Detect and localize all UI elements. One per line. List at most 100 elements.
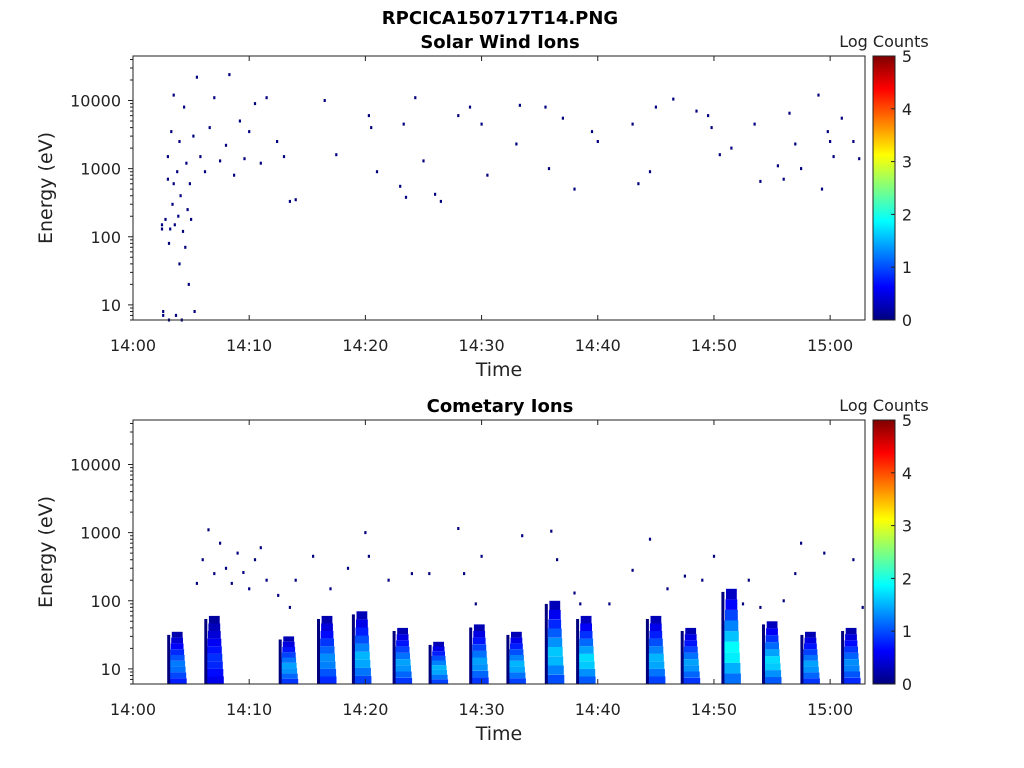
x-tick-label: 14:20 bbox=[342, 700, 388, 719]
burst-cell bbox=[394, 659, 411, 666]
data-pixel bbox=[288, 605, 291, 609]
figure-title: RPCICA150717T14.PNG bbox=[382, 8, 618, 29]
data-pixel bbox=[193, 310, 196, 313]
data-pixel bbox=[219, 541, 222, 545]
data-pixel bbox=[253, 102, 257, 106]
burst-cell bbox=[801, 666, 819, 673]
colorbar: 0 1 2 3 4 5 bbox=[872, 47, 912, 330]
burst-cell bbox=[684, 634, 697, 641]
burst-cell bbox=[208, 623, 221, 631]
data-pixel bbox=[666, 587, 669, 591]
data-pixel bbox=[162, 310, 165, 313]
x-tick-label: 14:40 bbox=[575, 336, 621, 355]
data-pixel bbox=[637, 182, 640, 186]
data-pixel bbox=[171, 202, 174, 206]
burst-cell bbox=[168, 672, 187, 679]
data-pixel bbox=[233, 173, 236, 177]
x-axis-label: Time bbox=[475, 723, 523, 745]
burst-cell bbox=[766, 621, 778, 629]
burst bbox=[204, 615, 224, 684]
burst-cell bbox=[473, 631, 486, 638]
burst-cell bbox=[321, 623, 333, 631]
data-pixel bbox=[236, 551, 239, 555]
burst-cell bbox=[353, 651, 370, 660]
burst-cell bbox=[395, 652, 410, 659]
data-pixel bbox=[463, 572, 466, 576]
data-pixel bbox=[829, 140, 832, 143]
burst-cell bbox=[577, 661, 595, 669]
burst-cell bbox=[649, 631, 663, 639]
burst-cell bbox=[280, 668, 298, 674]
burst-cell bbox=[681, 677, 701, 684]
data-pixel bbox=[177, 214, 180, 218]
data-pixel bbox=[238, 119, 241, 123]
data-pixel bbox=[608, 602, 611, 606]
data-pixel bbox=[439, 199, 442, 203]
burst-cell bbox=[802, 655, 818, 661]
y-tick-label: 10 bbox=[101, 296, 121, 315]
burst-cell bbox=[469, 677, 489, 684]
plot-area bbox=[160, 73, 861, 322]
data-pixel bbox=[329, 587, 332, 591]
burst-cell bbox=[549, 600, 561, 610]
data-pixel bbox=[858, 157, 861, 161]
burst-cell bbox=[723, 641, 740, 653]
panel-title: Solar Wind Ions bbox=[420, 32, 579, 53]
burst-cell bbox=[356, 611, 368, 620]
burst-cell bbox=[723, 631, 739, 642]
burst-cell bbox=[684, 640, 698, 647]
burst-cell bbox=[206, 653, 223, 662]
data-pixel bbox=[228, 73, 231, 77]
data-pixel bbox=[367, 114, 370, 118]
data-pixel bbox=[654, 105, 657, 109]
burst-cell bbox=[765, 635, 779, 643]
data-pixel bbox=[794, 142, 797, 146]
data-pixel bbox=[422, 159, 425, 163]
burst-cell bbox=[205, 661, 223, 669]
burst-edge bbox=[576, 619, 580, 684]
burst-cell bbox=[647, 653, 664, 662]
burst-cell bbox=[800, 678, 820, 684]
burst-cell bbox=[471, 657, 488, 665]
colorbar-tick-label: 2 bbox=[902, 205, 912, 224]
burst-cell bbox=[842, 665, 860, 672]
burst-cell bbox=[397, 627, 408, 635]
burst bbox=[392, 627, 413, 684]
burst-cell bbox=[804, 643, 817, 650]
plot-frame bbox=[132, 419, 866, 685]
data-pixel bbox=[174, 313, 178, 317]
colorbar-fill bbox=[872, 55, 896, 321]
burst bbox=[576, 615, 596, 684]
data-pixel bbox=[265, 96, 268, 100]
burst-cell bbox=[650, 615, 662, 624]
burst-cell bbox=[508, 660, 525, 667]
data-pixel bbox=[521, 534, 524, 538]
burst-cell bbox=[647, 661, 665, 669]
burst bbox=[469, 624, 489, 684]
burst-cell bbox=[580, 615, 592, 624]
burst-cell bbox=[762, 677, 782, 684]
burst-cell bbox=[511, 631, 522, 638]
burst-cell bbox=[548, 610, 561, 620]
burst-cell bbox=[355, 627, 369, 636]
burst-cell bbox=[319, 646, 335, 654]
colorbar-tick-label: 5 bbox=[902, 411, 912, 430]
x-tick-label: 14:30 bbox=[459, 336, 505, 355]
data-pixel bbox=[852, 558, 855, 562]
y-tick-label: 10000 bbox=[70, 456, 121, 475]
burst-edge bbox=[278, 639, 282, 684]
data-pixel bbox=[370, 126, 373, 130]
burst-cell bbox=[205, 668, 224, 677]
data-pixel bbox=[631, 568, 634, 572]
burst-cell bbox=[433, 641, 444, 647]
data-pixel bbox=[590, 130, 594, 134]
burst-cell bbox=[396, 640, 409, 647]
burst-cell bbox=[578, 653, 595, 662]
burst bbox=[680, 627, 701, 684]
burst-cell bbox=[548, 619, 562, 629]
data-pixel bbox=[335, 153, 338, 157]
burst-cell bbox=[546, 656, 564, 666]
burst-cell bbox=[725, 609, 738, 621]
x-tick-label: 14:10 bbox=[226, 700, 272, 719]
